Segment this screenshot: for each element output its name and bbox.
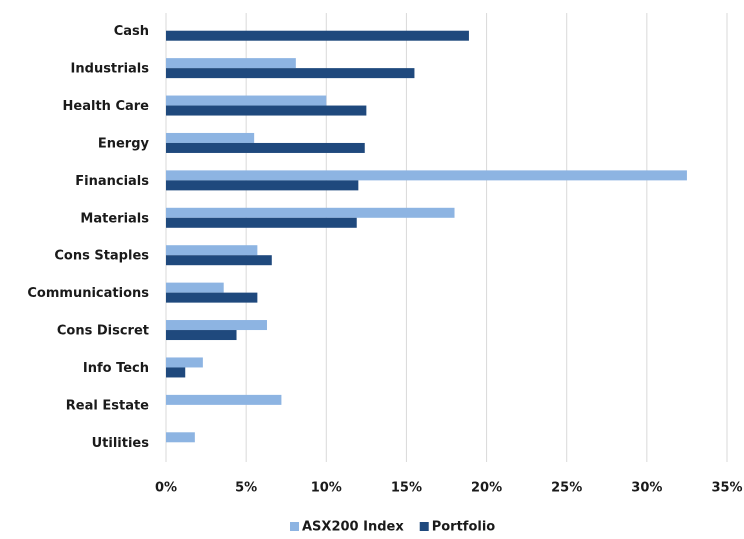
y-tick-label: Real Estate bbox=[66, 398, 149, 413]
y-tick-label: Energy bbox=[98, 136, 150, 151]
y-tick-label: Cash bbox=[114, 24, 149, 39]
y-tick-label: Industrials bbox=[71, 62, 150, 77]
x-tick-label: 35% bbox=[711, 481, 742, 496]
x-tick-label: 5% bbox=[235, 481, 257, 496]
bar bbox=[166, 132, 255, 143]
bar bbox=[166, 394, 282, 405]
bar bbox=[166, 367, 186, 378]
x-tick-label: 0% bbox=[155, 481, 177, 496]
bar bbox=[166, 207, 455, 218]
legend-swatch bbox=[290, 522, 299, 531]
y-tick-label: Utilities bbox=[92, 436, 150, 451]
y-tick-label: Health Care bbox=[63, 99, 150, 114]
x-tick-label: 30% bbox=[631, 481, 662, 496]
bar bbox=[166, 95, 327, 106]
bar bbox=[166, 292, 258, 303]
y-tick-label: Financials bbox=[75, 174, 149, 189]
bar bbox=[166, 105, 367, 116]
x-tick-label: 10% bbox=[311, 481, 342, 496]
bar bbox=[166, 58, 296, 69]
legend-label: ASX200 Index bbox=[302, 520, 404, 535]
bar bbox=[166, 30, 469, 41]
bar bbox=[166, 170, 687, 181]
bar bbox=[166, 357, 203, 368]
bar bbox=[166, 320, 267, 331]
y-tick-label: Materials bbox=[80, 211, 149, 226]
x-tick-label: 20% bbox=[471, 481, 502, 496]
bar bbox=[166, 180, 359, 191]
y-tick-label: Info Tech bbox=[83, 361, 149, 376]
y-tick-label: Cons Staples bbox=[54, 249, 149, 264]
y-tick-label: Cons Discret bbox=[57, 324, 149, 339]
bar bbox=[166, 245, 258, 256]
bar bbox=[166, 432, 195, 443]
legend-label: Portfolio bbox=[432, 520, 496, 535]
bar bbox=[166, 282, 224, 293]
bar bbox=[166, 142, 365, 153]
bar bbox=[166, 217, 357, 228]
bar bbox=[166, 68, 415, 79]
legend-swatch bbox=[419, 522, 429, 531]
y-tick-label: Communications bbox=[27, 286, 149, 301]
bar bbox=[166, 330, 237, 341]
x-tick-label: 15% bbox=[391, 481, 422, 496]
x-tick-label: 25% bbox=[551, 481, 582, 496]
bar bbox=[166, 255, 272, 266]
